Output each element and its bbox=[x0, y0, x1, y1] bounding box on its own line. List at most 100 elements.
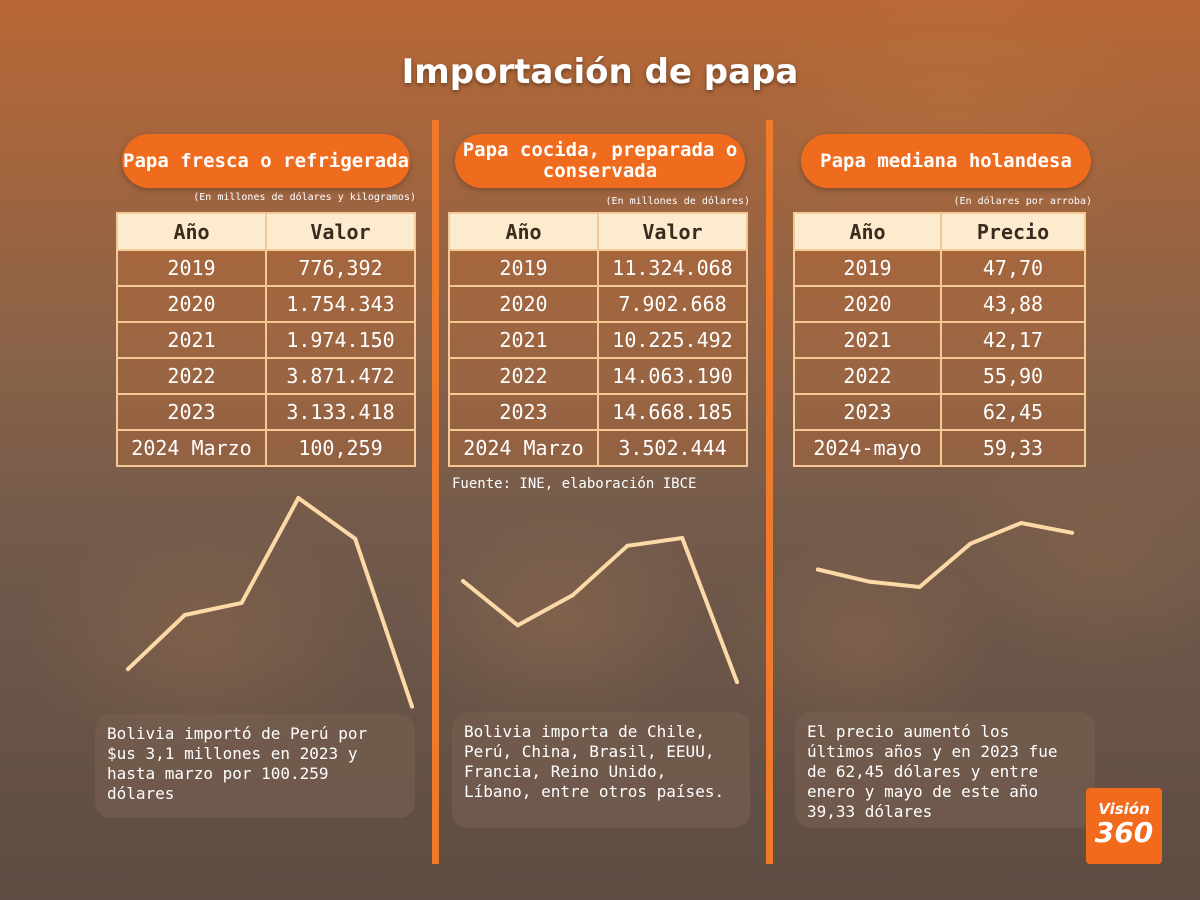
data-table-dutch: Año Precio 2019 47,70 2020 43,88 2021 42,17… bbox=[793, 212, 1086, 467]
col-header-value: Valor bbox=[265, 212, 416, 251]
table-row: 2019 776,392 bbox=[116, 249, 416, 287]
col-header-value: Valor bbox=[597, 212, 748, 251]
table-row: 2023 14.668.185 bbox=[448, 393, 748, 431]
data-table-fresh: Año Valor 2019 776,392 2020 1.754.343 2021… bbox=[116, 212, 416, 467]
data-point-2020 bbox=[866, 579, 871, 584]
value-cell: 47,70 bbox=[940, 249, 1086, 287]
value-cell: 11.324.068 bbox=[597, 249, 748, 287]
table-row: 2024 Marzo 3.502.444 bbox=[448, 429, 748, 467]
logo-text-vision: Visión bbox=[1098, 800, 1150, 818]
data-point-2023 bbox=[1019, 521, 1024, 525]
column-divider-right bbox=[766, 120, 773, 864]
year-cell: 2020 bbox=[793, 285, 942, 323]
col-header-year: Año bbox=[793, 212, 942, 251]
year-cell: 2022 bbox=[116, 357, 267, 395]
value-cell: 55,90 bbox=[940, 357, 1086, 395]
table-row: 2021 1.974.150 bbox=[116, 321, 416, 359]
year-cell: 2024 Marzo bbox=[116, 429, 267, 467]
table-row: 2020 1.754.343 bbox=[116, 285, 416, 323]
table-row: 2020 7.902.668 bbox=[448, 285, 748, 323]
value-cell: 62,45 bbox=[940, 393, 1086, 431]
series-line bbox=[816, 521, 1074, 589]
unit-label-cooked: (En millones de dólares) bbox=[605, 196, 751, 207]
data-point-2024-marzo bbox=[410, 704, 414, 709]
value-cell: 14.668.185 bbox=[597, 393, 748, 431]
value-cell: 42,17 bbox=[940, 321, 1086, 359]
table-row: 2022 3.871.472 bbox=[116, 357, 416, 395]
value-cell: 43,88 bbox=[940, 285, 1086, 323]
data-point-2019 bbox=[461, 579, 465, 584]
unit-label-dutch: (En dólares por arroba) bbox=[953, 196, 1092, 207]
table-row: 2020 43,88 bbox=[793, 285, 1086, 323]
value-cell: 776,392 bbox=[265, 249, 416, 287]
table-row: 2021 10.225.492 bbox=[448, 321, 748, 359]
vision360-logo: Visión 360 bbox=[1086, 788, 1162, 864]
year-cell: 2021 bbox=[448, 321, 599, 359]
panel-heading-fresh: Papa fresca o refrigerada bbox=[122, 134, 410, 188]
data-point-2020 bbox=[515, 623, 520, 628]
data-point-2020 bbox=[182, 613, 187, 617]
page-title: Importación de papa bbox=[401, 52, 799, 92]
year-cell: 2024 Marzo bbox=[448, 429, 599, 467]
year-cell: 2019 bbox=[448, 249, 599, 287]
value-cell: 10.225.492 bbox=[597, 321, 748, 359]
year-cell: 2020 bbox=[116, 285, 267, 323]
table-row: 2024-mayo 59,33 bbox=[793, 429, 1086, 467]
value-cell: 3.502.444 bbox=[597, 429, 748, 467]
year-cell: 2023 bbox=[793, 393, 942, 431]
table-row: 2023 3.133.418 bbox=[116, 393, 416, 431]
value-cell: 14.063.190 bbox=[597, 357, 748, 395]
data-point-2024-mayo bbox=[1070, 530, 1074, 535]
year-cell: 2019 bbox=[793, 249, 942, 287]
data-point-2023 bbox=[353, 536, 358, 541]
value-cell: 3.133.418 bbox=[265, 393, 416, 431]
year-cell: 2022 bbox=[793, 357, 942, 395]
data-point-2024-marzo bbox=[735, 680, 739, 684]
note-cooked: Bolivia importa de Chile, Perú, China, B… bbox=[452, 712, 750, 828]
column-divider-left bbox=[432, 120, 439, 864]
col-header-year: Año bbox=[116, 212, 267, 251]
year-cell: 2021 bbox=[793, 321, 942, 359]
panel-heading-cooked: Papa cocida, preparada o conservada bbox=[455, 134, 745, 188]
data-point-2021 bbox=[570, 593, 575, 598]
year-cell: 2023 bbox=[116, 393, 267, 431]
data-point-2021 bbox=[917, 585, 922, 589]
unit-label-fresh: (En millones de dólares y kilogramos) bbox=[193, 192, 416, 203]
col-header-year: Año bbox=[448, 212, 599, 251]
table-row: 2019 11.324.068 bbox=[448, 249, 748, 287]
value-cell: 3.871.472 bbox=[265, 357, 416, 395]
data-table-cooked: Año Valor 2019 11.324.068 2020 7.902.668 2… bbox=[448, 212, 748, 467]
value-cell: 59,33 bbox=[940, 429, 1086, 467]
col-header-price: Precio bbox=[940, 212, 1086, 251]
data-point-2019 bbox=[816, 567, 820, 572]
data-point-2019 bbox=[126, 667, 130, 672]
year-cell: 2019 bbox=[116, 249, 267, 287]
data-point-2022 bbox=[968, 541, 973, 546]
table-row: 2019 47,70 bbox=[793, 249, 1086, 287]
value-cell: 1.974.150 bbox=[265, 321, 416, 359]
data-point-2021 bbox=[239, 600, 244, 605]
year-cell: 2022 bbox=[448, 357, 599, 395]
value-cell: 7.902.668 bbox=[597, 285, 748, 323]
line-chart-fresh bbox=[126, 496, 414, 709]
data-point-2022 bbox=[625, 543, 630, 548]
table-row: 2024 Marzo 100,259 bbox=[116, 429, 416, 467]
series-line bbox=[126, 496, 414, 709]
table-row: 2023 62,45 bbox=[793, 393, 1086, 431]
table-row: 2022 55,90 bbox=[793, 357, 1086, 395]
table-row: 2022 14.063.190 bbox=[448, 357, 748, 395]
data-point-2023 bbox=[680, 536, 685, 540]
table-row: 2021 42,17 bbox=[793, 321, 1086, 359]
data-point-2022 bbox=[296, 496, 301, 500]
line-chart-cooked bbox=[461, 536, 739, 684]
value-cell: 1.754.343 bbox=[265, 285, 416, 323]
source-credit: Fuente: INE, elaboración IBCE bbox=[452, 476, 697, 492]
logo-text-360: 360 bbox=[1094, 816, 1154, 849]
year-cell: 2024-mayo bbox=[793, 429, 942, 467]
line-chart-dutch bbox=[816, 521, 1074, 589]
panel-heading-dutch: Papa mediana holandesa bbox=[801, 134, 1091, 188]
year-cell: 2020 bbox=[448, 285, 599, 323]
value-cell: 100,259 bbox=[265, 429, 416, 467]
note-dutch: El precio aumentó los últimos años y en … bbox=[795, 712, 1095, 828]
note-fresh: Bolivia importó de Perú por $us 3,1 mill… bbox=[95, 714, 415, 818]
